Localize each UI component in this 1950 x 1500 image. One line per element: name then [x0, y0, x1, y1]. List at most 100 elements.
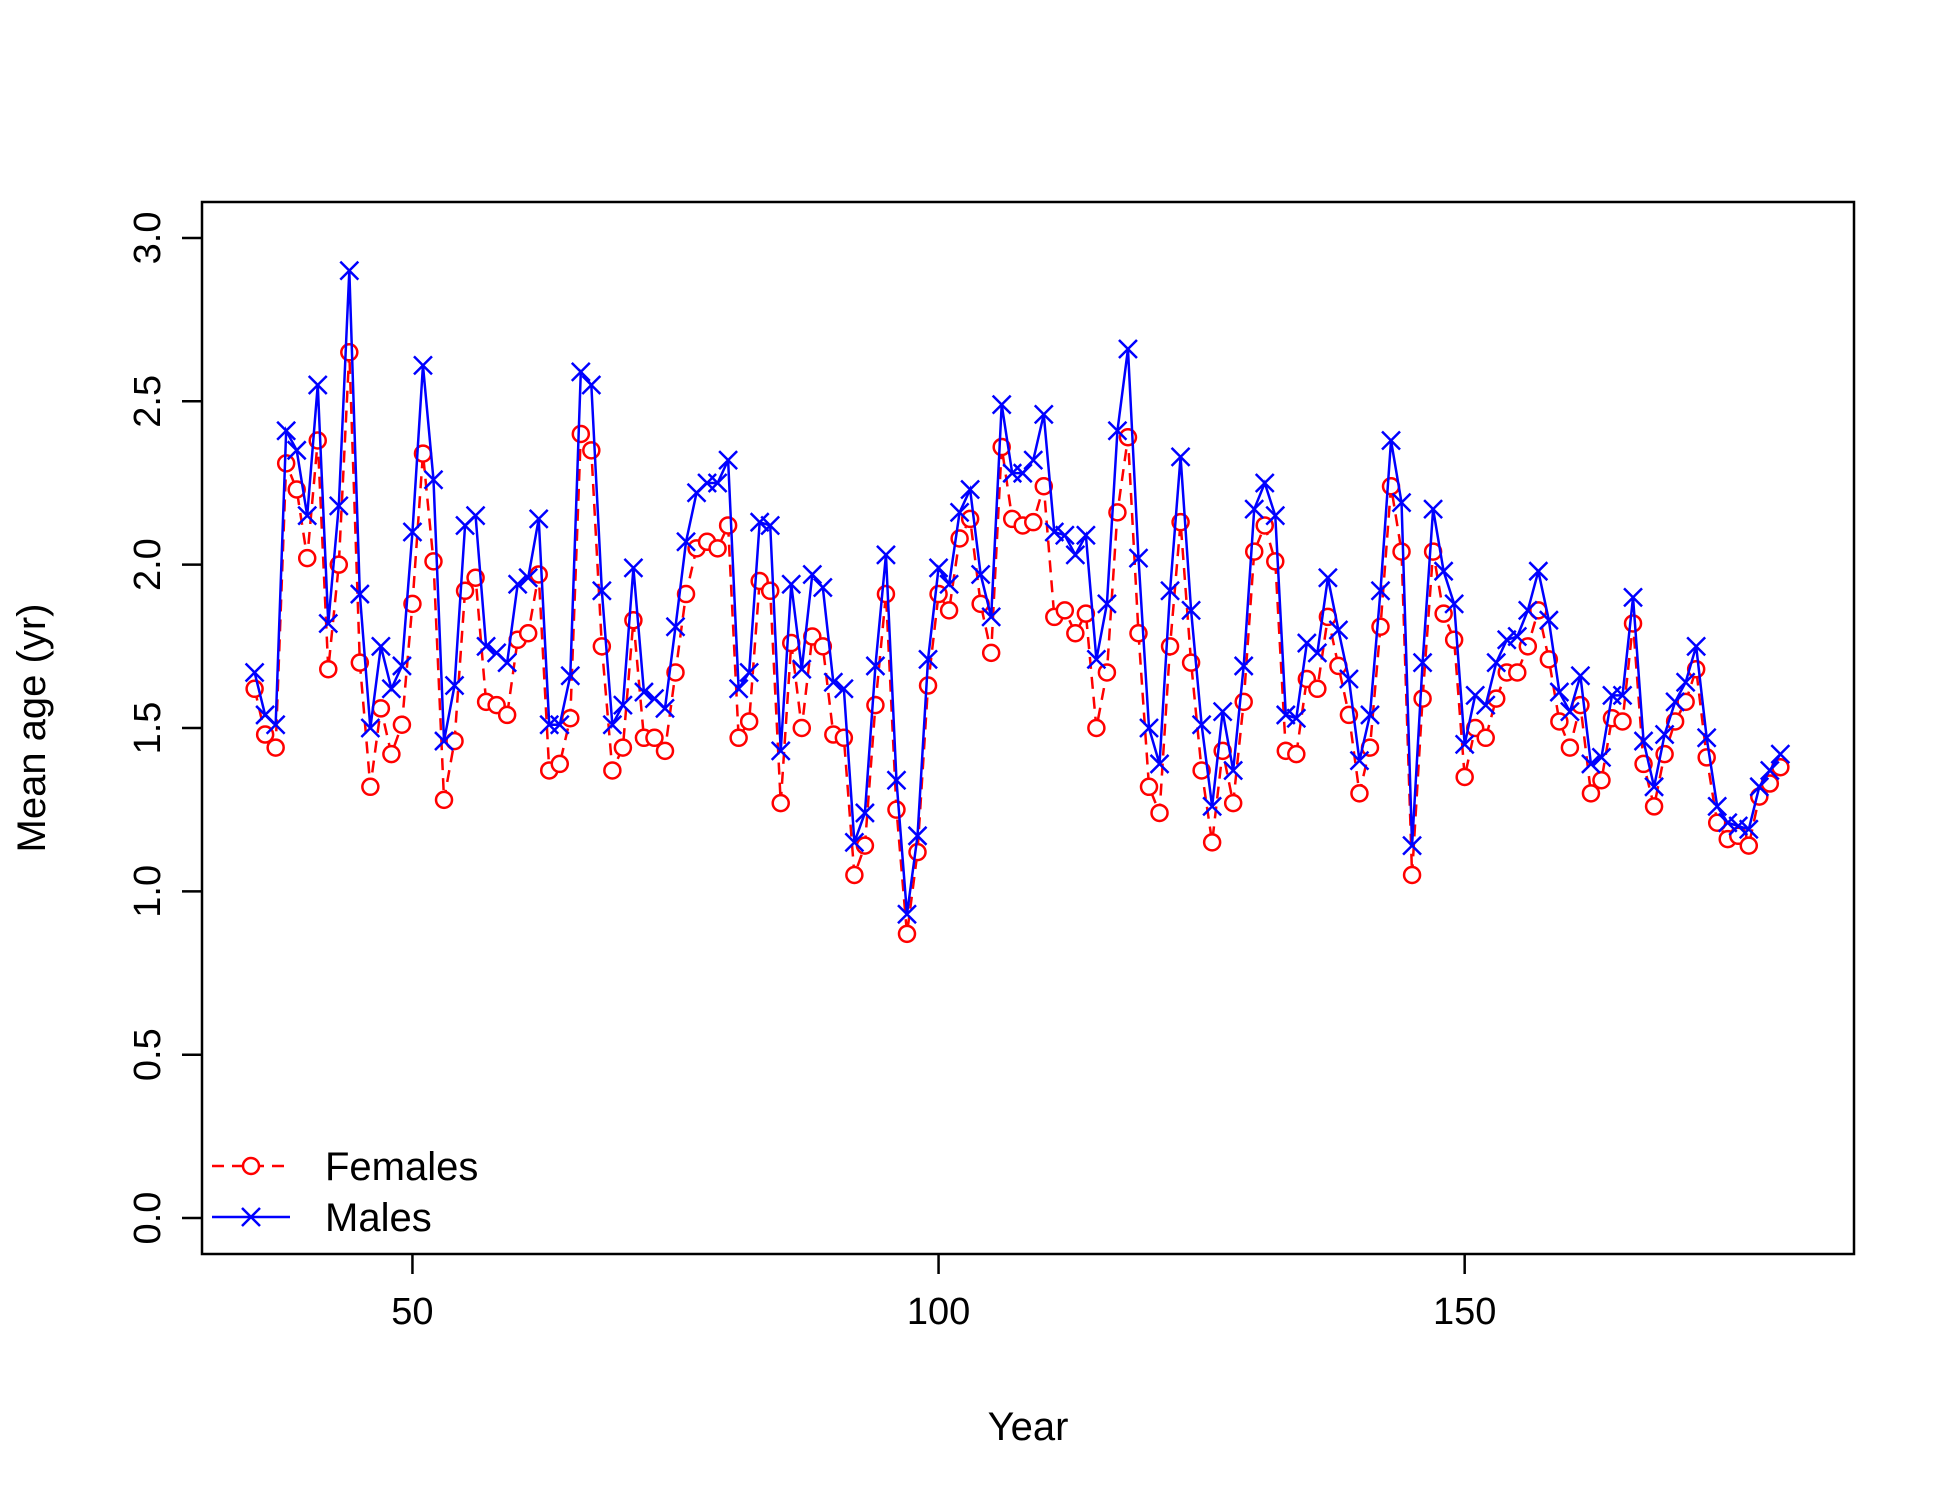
data-point [318, 613, 339, 634]
data-point [812, 577, 833, 598]
data-point [665, 616, 686, 637]
data-point [728, 678, 749, 699]
data-point [1644, 797, 1664, 816]
data-point [1654, 724, 1675, 745]
data-point [1686, 636, 1707, 657]
data-point [1076, 604, 1096, 623]
data-point [613, 738, 633, 757]
x-tick-label: 50 [391, 1291, 433, 1333]
data-point [1118, 339, 1138, 359]
data-point [1191, 714, 1212, 735]
data-point [1644, 776, 1664, 797]
data-point [1475, 695, 1496, 716]
data-point [634, 682, 654, 702]
data-point [666, 663, 685, 682]
data-point [1623, 614, 1643, 633]
y-tick-label: 2.0 [127, 538, 169, 591]
series-layer [244, 260, 1791, 944]
data-point [676, 584, 696, 604]
data-point [739, 662, 760, 683]
data-point [1381, 430, 1401, 451]
legend-label: Males [325, 1196, 432, 1240]
data-point [1507, 626, 1528, 647]
y-tick-label: 0.5 [127, 1028, 169, 1081]
data-point [813, 637, 833, 656]
data-point [1181, 600, 1201, 621]
data-point [1328, 620, 1349, 640]
data-point [1612, 685, 1633, 706]
data-point [1339, 669, 1359, 689]
data-point [1244, 542, 1264, 561]
data-point [1549, 682, 1570, 702]
x-axis: 50 100 150 [391, 1254, 1496, 1333]
legend-marker [241, 1156, 261, 1176]
data-point [560, 665, 581, 686]
data-point [1759, 760, 1780, 781]
data-point [1202, 796, 1223, 817]
data-point [1508, 663, 1527, 682]
data-point [1739, 836, 1759, 855]
data-point [1613, 712, 1632, 731]
data-point [381, 678, 402, 699]
x-axis-title: Year [988, 1405, 1069, 1449]
data-point [1202, 833, 1222, 852]
data-point [1717, 812, 1738, 833]
data-point [739, 712, 759, 731]
data-point [582, 441, 601, 460]
data-point [497, 652, 518, 673]
data-point [1560, 701, 1580, 722]
data-point [1676, 692, 1695, 712]
data-point [992, 437, 1011, 457]
data-point [445, 731, 464, 751]
data-point [939, 574, 959, 595]
data-point [1097, 593, 1117, 614]
data-point [1696, 727, 1717, 748]
data-point [833, 678, 854, 699]
data-point [276, 420, 297, 441]
series-males [244, 260, 1791, 925]
data-point [328, 495, 349, 516]
data-point [371, 699, 391, 718]
data-point [1065, 544, 1086, 565]
legend-item-females: Females [212, 1145, 478, 1189]
data-point [402, 522, 423, 542]
y-tick-label: 3.0 [127, 212, 169, 265]
data-point [928, 558, 949, 578]
data-point [897, 924, 917, 944]
data-point [655, 698, 675, 719]
data-point [1707, 813, 1727, 832]
data-point [887, 800, 906, 819]
data-point [518, 567, 539, 588]
y-axis: 0.0 0.5 1.0 1.5 2.0 2.5 3.0 [127, 212, 202, 1244]
data-point [676, 531, 696, 552]
x-tick-label: 150 [1433, 1291, 1496, 1333]
data-point [581, 375, 602, 395]
legend: Females Males [212, 1145, 478, 1240]
y-tick-label: 2.5 [127, 375, 169, 428]
data-point [907, 825, 928, 846]
data-point [1307, 642, 1328, 663]
data-point [1160, 580, 1180, 601]
data-point [1308, 679, 1327, 699]
data-point [1486, 652, 1507, 673]
data-point [645, 728, 664, 748]
data-point [444, 675, 465, 696]
data-point [1728, 816, 1749, 836]
data-point [1054, 525, 1075, 546]
data-point [413, 355, 433, 376]
data-point [434, 790, 454, 810]
data-point [844, 832, 865, 853]
x-tick-label: 100 [907, 1291, 970, 1333]
data-point [876, 544, 896, 565]
data-point [855, 803, 875, 823]
data-point [528, 509, 549, 529]
data-point [823, 672, 844, 693]
data-point [423, 469, 444, 490]
data-point [791, 659, 812, 680]
data-point [287, 480, 306, 499]
data-point [718, 516, 738, 535]
data-point [1139, 777, 1159, 797]
data-point [708, 539, 727, 558]
data-point [1697, 748, 1716, 767]
data-point [949, 502, 970, 523]
